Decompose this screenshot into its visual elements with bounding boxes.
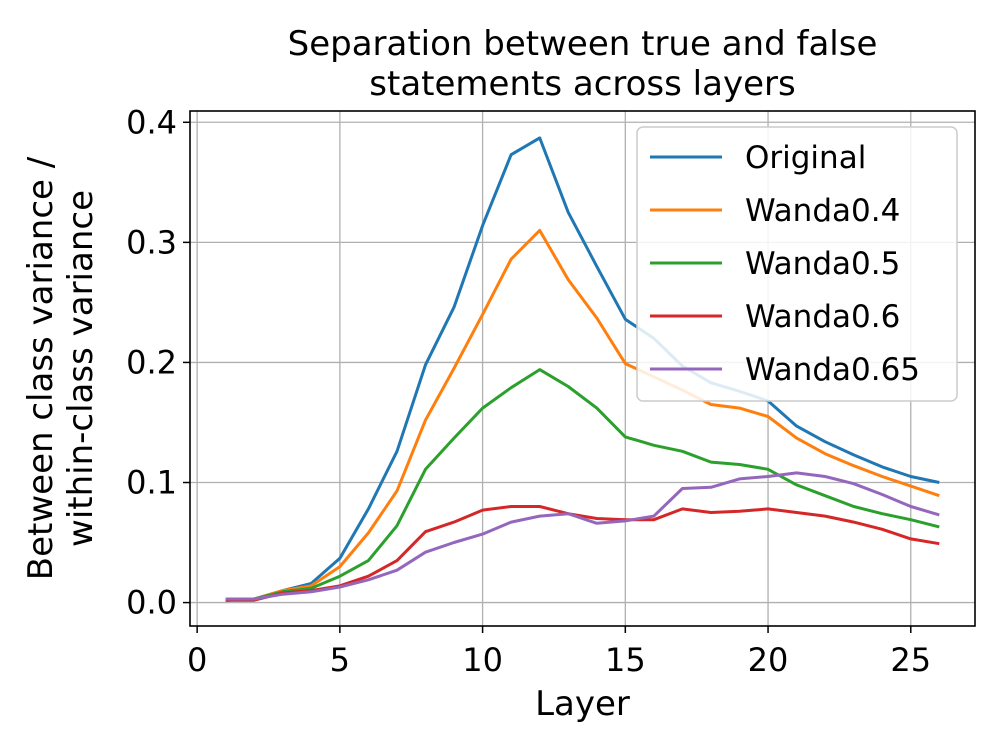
- x-tick-label: 15: [605, 641, 646, 679]
- series-line-wanda0-65: [225, 471, 940, 601]
- y-tick-label: 0.1: [126, 464, 177, 502]
- x-tick-label: 5: [330, 641, 350, 679]
- x-tick-label: 10: [462, 641, 503, 679]
- x-axis-ticks: 0 5 10 15 20 25: [187, 626, 931, 679]
- y-axis-label-line: Between class variance /: [21, 156, 61, 580]
- series-line-original: [225, 136, 940, 602]
- y-tick-label: 0.0: [126, 584, 177, 622]
- legend-box: [636, 126, 958, 402]
- series-lines: [225, 136, 940, 602]
- y-axis-label: Between class variance / within-class var…: [21, 156, 101, 580]
- chart-title-line: statements across layers: [369, 64, 795, 104]
- legend: Original Wanda0.4 Wanda0.5 Wanda0.6 Wanda0.6…: [636, 126, 958, 402]
- y-tick-label: 0.4: [126, 103, 177, 141]
- legend-label: Original: [745, 140, 866, 176]
- series-line-wanda0-5: [225, 368, 940, 602]
- legend-label: Wanda0.65: [745, 352, 920, 388]
- y-tick-label: 0.2: [126, 343, 177, 381]
- legend-label: Wanda0.5: [745, 246, 900, 282]
- plot-frame: [189, 110, 976, 627]
- y-tick-label: 0.3: [126, 223, 177, 261]
- chart-title-line: Separation between true and false: [288, 24, 878, 64]
- x-tick-label: 20: [748, 641, 789, 679]
- chart-title: Separation between true and falsestateme…: [288, 24, 878, 104]
- y-axis-ticks: 0.0 0.1 0.2 0.3 0.4: [126, 103, 190, 622]
- x-axis-label: Layer: [535, 684, 630, 724]
- series-line-wanda0-6: [225, 505, 940, 602]
- legend-label: Wanda0.6: [745, 299, 900, 335]
- x-tick-label: 25: [890, 641, 931, 679]
- y-axis-label-line: within-class variance: [61, 190, 101, 547]
- x-tick-label: 0: [187, 641, 207, 679]
- series-line-wanda0-4: [225, 228, 940, 602]
- legend-label: Wanda0.4: [745, 193, 900, 229]
